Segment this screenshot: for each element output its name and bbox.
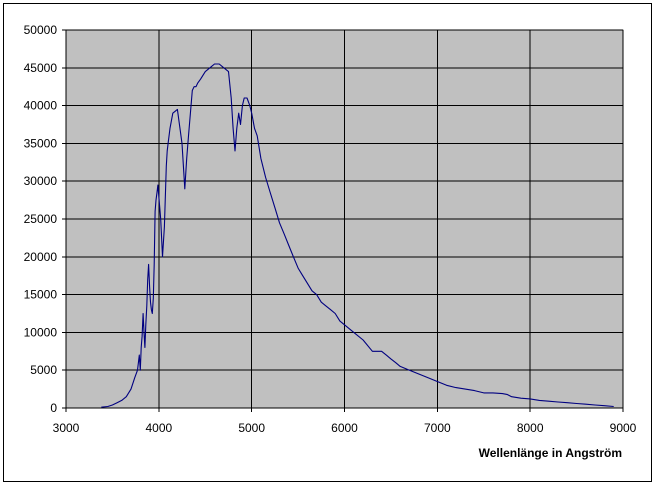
y-tick-label-15000: 15000: [24, 288, 58, 302]
y-tick-label-25000: 25000: [24, 212, 58, 226]
series-line-0: [101, 63, 614, 408]
y-tick-label-30000: 30000: [24, 174, 58, 188]
x-tick-label-7000: 7000: [424, 421, 451, 435]
y-tick-label-5000: 5000: [30, 363, 57, 377]
x-tick-label-9000: 9000: [610, 421, 637, 435]
y-tick-labels: 0 5000 10000 15000 20000 25000 30000 35000 40000…: [24, 23, 58, 415]
x-axis-label: Wellenlänge in Angström: [479, 446, 622, 460]
x-tick-label-6000: 6000: [331, 421, 358, 435]
y-tick-label-0: 0: [50, 401, 57, 415]
x-tick-label-8000: 8000: [517, 421, 544, 435]
axes: [62, 29, 624, 412]
x-tick-label-5000: 5000: [238, 421, 265, 435]
series-group: [101, 63, 614, 408]
x-tick-labels: 3000 4000 5000 6000 7000 8000 9000: [53, 421, 637, 435]
x-tick-label-4000: 4000: [145, 421, 172, 435]
y-tick-label-40000: 40000: [24, 99, 58, 113]
y-tick-label-20000: 20000: [24, 250, 58, 264]
y-tick-label-45000: 45000: [24, 61, 58, 75]
y-tick-label-50000: 50000: [24, 23, 58, 37]
y-tick-label-10000: 10000: [24, 325, 58, 339]
y-tick-label-35000: 35000: [24, 136, 58, 150]
grid-lines: [66, 29, 624, 408]
x-tick-label-3000: 3000: [53, 421, 80, 435]
